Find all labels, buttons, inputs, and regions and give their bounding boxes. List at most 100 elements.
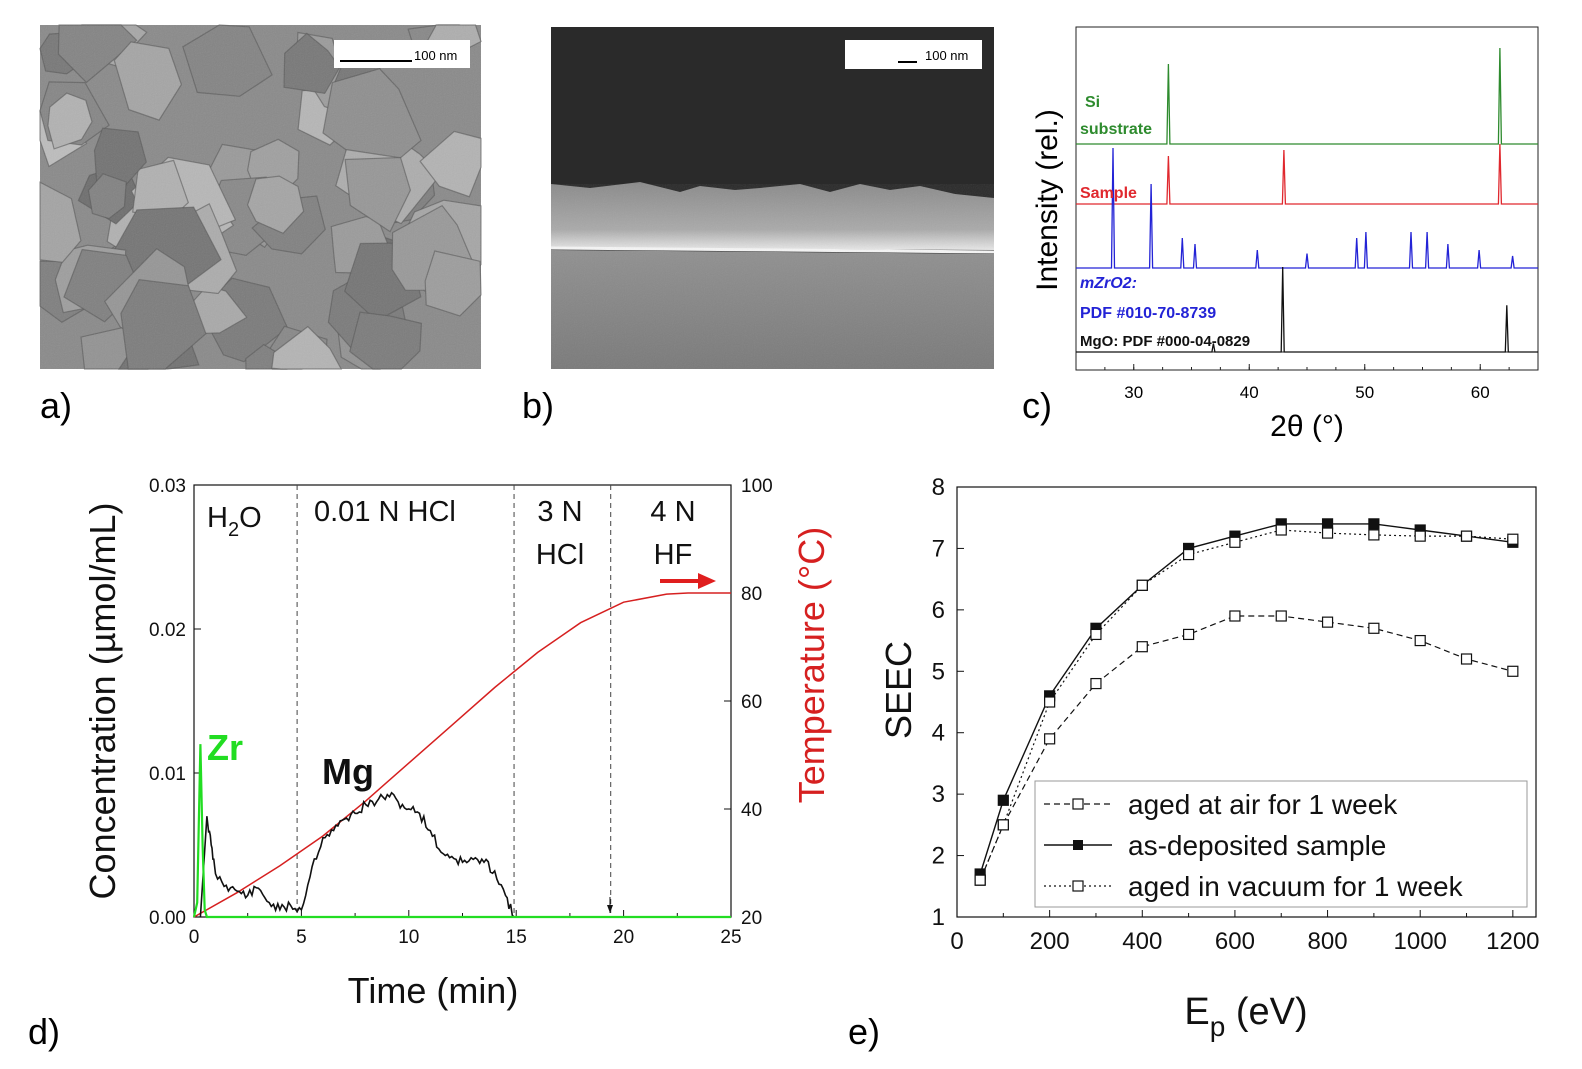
panel-e: 0 200 400 600 800 1000 1200 1 2 3 4 5 6 7 8 aged at ai… bbox=[848, 474, 1540, 1052]
region-label-001n-hcl: 0.01 N HCl bbox=[314, 496, 456, 528]
seec-point bbox=[1507, 533, 1519, 545]
seec-series bbox=[974, 518, 1519, 886]
scalebar-label-b: 100 nm bbox=[925, 48, 968, 63]
y-axis-label-c: Intensity (rel.) bbox=[1031, 109, 1064, 291]
y-axis-label-left-d: Concentration (µmol/mL) bbox=[82, 503, 123, 900]
x-tick-label-d: 20 bbox=[613, 927, 634, 948]
y-axis-label-right-d: Temperature (°C) bbox=[791, 527, 832, 803]
x-tick-label-d: 15 bbox=[506, 927, 527, 948]
trace-label-mgo: MgO: PDF #000-04-0829 bbox=[1080, 333, 1250, 350]
panel-a: 100 nm a) bbox=[39, 24, 482, 426]
x-tick-label-e: 400 bbox=[1122, 928, 1162, 955]
y-tick-label-e: 6 bbox=[932, 597, 945, 624]
temperature-curve bbox=[193, 592, 731, 918]
y-tick-label-right-d: 80 bbox=[741, 584, 762, 605]
seec-point bbox=[1507, 665, 1519, 677]
trace-label-si-1: Si bbox=[1085, 94, 1100, 111]
right-axis-arrow-head bbox=[698, 573, 716, 589]
y-tick-label-left-d: 0.03 bbox=[149, 476, 186, 497]
scalebar-box-a bbox=[334, 40, 470, 68]
trace-label-zro2-2: PDF #010-70-8739 bbox=[1080, 305, 1216, 322]
seec-point bbox=[974, 874, 986, 886]
seec-point bbox=[1275, 610, 1287, 622]
panel-label-c: c) bbox=[1022, 385, 1052, 426]
x-tick-label-c: 30 bbox=[1124, 383, 1143, 402]
panel-label-b: b) bbox=[522, 385, 554, 426]
y-tick-label-e: 5 bbox=[932, 658, 945, 685]
panel-c: 30 40 50 60 Si substrate Sample mZrO2: PDF … bbox=[1022, 26, 1539, 443]
seec-point bbox=[1368, 518, 1380, 530]
y-tick-label-right-d: 60 bbox=[741, 692, 762, 713]
seec-point bbox=[1460, 530, 1473, 542]
y-tick-label-e: 1 bbox=[932, 904, 945, 931]
seec-point bbox=[1414, 530, 1426, 542]
seec-point bbox=[1368, 529, 1380, 541]
panel-label-e: e) bbox=[848, 1011, 880, 1052]
seec-point bbox=[1321, 616, 1334, 628]
scalebar-label-a: 100 nm bbox=[414, 48, 457, 63]
y-tick-label-right-d: 20 bbox=[741, 908, 762, 929]
seec-point bbox=[997, 819, 1009, 831]
x-tick-label-e: 200 bbox=[1030, 928, 1070, 955]
legend-marker-asdeposited bbox=[1073, 840, 1083, 850]
x-tick-label-c: 50 bbox=[1355, 383, 1374, 402]
region-label-3n-1: 3 N bbox=[537, 496, 582, 528]
xrd-trace bbox=[1076, 143, 1538, 205]
axis-ticks-e: 0 200 400 600 800 1000 1200 1 2 3 4 5 6 7 8 bbox=[932, 474, 1540, 955]
region-label-3n-2: HCl bbox=[536, 539, 584, 571]
y-tick-label-e: 3 bbox=[932, 781, 945, 808]
panel-label-a: a) bbox=[40, 385, 72, 426]
mg-concentration-curve bbox=[199, 791, 731, 918]
legend-box-e bbox=[1034, 780, 1528, 908]
seec-point bbox=[1321, 518, 1334, 530]
x-tick-label-d: 10 bbox=[398, 927, 419, 948]
seec-point bbox=[1090, 628, 1102, 641]
y-tick-label-left-d: 0.01 bbox=[149, 764, 186, 785]
seec-point bbox=[1321, 527, 1334, 539]
y-tick-label-left-d: 0.02 bbox=[149, 620, 186, 641]
seec-point bbox=[1182, 548, 1195, 561]
x-axis-label-c: 2θ (°) bbox=[1270, 410, 1344, 443]
x-axis-ticks-c: 30 40 50 60 bbox=[1104, 364, 1539, 402]
trace-label-sample: Sample bbox=[1080, 185, 1137, 202]
x-tick-label-e: 1000 bbox=[1394, 928, 1447, 955]
y-tick-label-e: 7 bbox=[932, 535, 945, 562]
seec-point bbox=[1090, 677, 1102, 690]
seec-point bbox=[1229, 536, 1241, 548]
y-tick-label-e: 4 bbox=[932, 720, 945, 747]
legend-e: aged at air for 1 week as-deposited samp… bbox=[1044, 789, 1464, 902]
x-axis-label-d: Time (min) bbox=[348, 970, 519, 1011]
seec-point bbox=[1044, 733, 1056, 745]
seec-point bbox=[1229, 610, 1241, 622]
region-label-4n-2: HF bbox=[654, 539, 693, 571]
x-tick-label-d: 25 bbox=[720, 927, 741, 948]
region-label-h2o: H2O bbox=[207, 502, 262, 541]
seec-point bbox=[1460, 653, 1473, 665]
x-tick-label-c: 60 bbox=[1471, 383, 1490, 402]
y-tick-label-left-d: 0.00 bbox=[149, 908, 186, 929]
xrd-trace bbox=[1076, 47, 1538, 145]
seec-point bbox=[1136, 579, 1148, 591]
x-tick-label-e: 0 bbox=[950, 928, 963, 955]
annotation-mg: Mg bbox=[322, 751, 374, 792]
legend-marker-air bbox=[1072, 798, 1084, 810]
x-tick-label-d: 0 bbox=[189, 927, 200, 948]
plot-frame-e bbox=[956, 486, 1537, 918]
panel-b: 100 nm b) bbox=[522, 27, 995, 426]
x-tick-label-e: 1200 bbox=[1486, 928, 1539, 955]
seec-point bbox=[997, 794, 1009, 806]
x-tick-label-e: 800 bbox=[1308, 928, 1348, 955]
seec-point bbox=[1414, 634, 1426, 647]
y-tick-label-e: 8 bbox=[932, 474, 945, 501]
seec-point bbox=[1136, 641, 1148, 653]
seec-point bbox=[1368, 622, 1380, 634]
xrd-trace bbox=[1076, 147, 1538, 269]
y-tick-label-e: 2 bbox=[932, 843, 945, 870]
x-tick-label-d: 5 bbox=[296, 927, 307, 948]
x-axis-label-e: Ep (eV) bbox=[1184, 991, 1307, 1042]
xrd-traces bbox=[1076, 47, 1538, 353]
panel-label-d: d) bbox=[28, 1011, 60, 1052]
